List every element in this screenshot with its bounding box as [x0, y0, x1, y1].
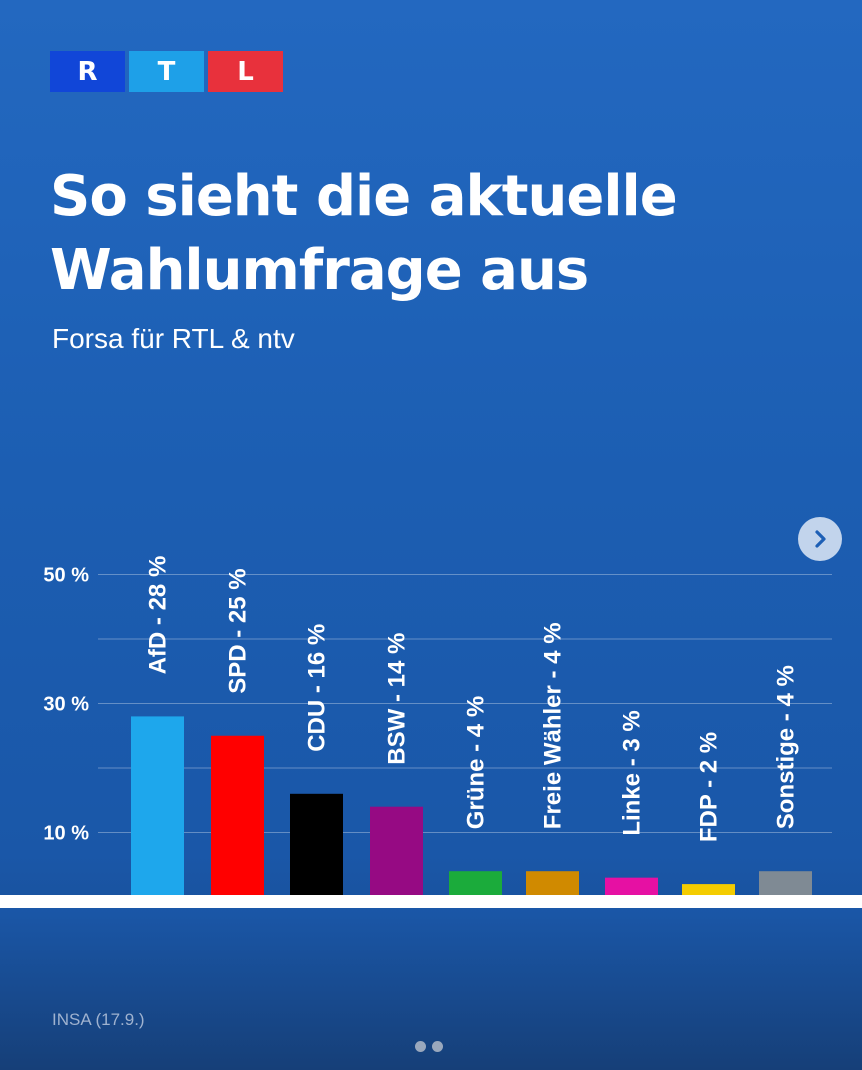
bar — [211, 735, 264, 897]
page-dot-2[interactable] — [432, 1041, 443, 1052]
logo-letter-r: R — [50, 51, 125, 92]
y-tick-label: 50 % — [43, 565, 89, 587]
bar — [370, 806, 423, 897]
logo-letter-l: L — [208, 51, 283, 92]
bar-label: FDP - 2 % — [696, 732, 723, 842]
lower-panel — [0, 908, 862, 1070]
bar-label: Freie Wähler - 4 % — [540, 622, 567, 829]
bar — [449, 871, 502, 897]
title-line-1: So sieht die aktuelle — [50, 164, 678, 229]
bar-label: SPD - 25 % — [225, 568, 252, 693]
next-button[interactable] — [798, 517, 842, 561]
bar — [759, 871, 812, 897]
page-dot-1[interactable] — [415, 1041, 426, 1052]
y-tick-label: 30 % — [43, 694, 89, 716]
bar — [526, 871, 579, 897]
logo-letter-t: T — [129, 51, 204, 92]
y-tick-label: 10 % — [43, 823, 89, 845]
bar-label: BSW - 14 % — [384, 633, 411, 765]
chart-baseline — [0, 895, 862, 908]
source-note: INSA (17.9.) — [52, 1010, 145, 1029]
bar-label: Linke - 3 % — [619, 710, 646, 835]
title-line-2: Wahlumfrage aus — [50, 238, 589, 303]
bar-label: CDU - 16 % — [304, 624, 331, 752]
poll-bar-chart: 10 % 30 % 50 % AfD - 28 % SPD - 25 % CDU - 16… — [43, 556, 832, 897]
chevron-right-icon — [815, 530, 826, 548]
bar-label: Sonstige - 4 % — [773, 665, 800, 829]
page-indicator[interactable] — [415, 1041, 443, 1052]
bar-label: Grüne - 4 % — [463, 696, 490, 829]
bar — [131, 716, 184, 897]
page-title: So sieht die aktuelle Wahlumfrage aus — [50, 160, 810, 308]
subtitle: Forsa für RTL & ntv — [52, 323, 295, 354]
bar — [290, 793, 343, 897]
bar-label: AfD - 28 % — [145, 556, 172, 675]
rtl-logo: R T L — [50, 51, 283, 92]
bar — [682, 884, 735, 897]
bar — [605, 877, 658, 897]
